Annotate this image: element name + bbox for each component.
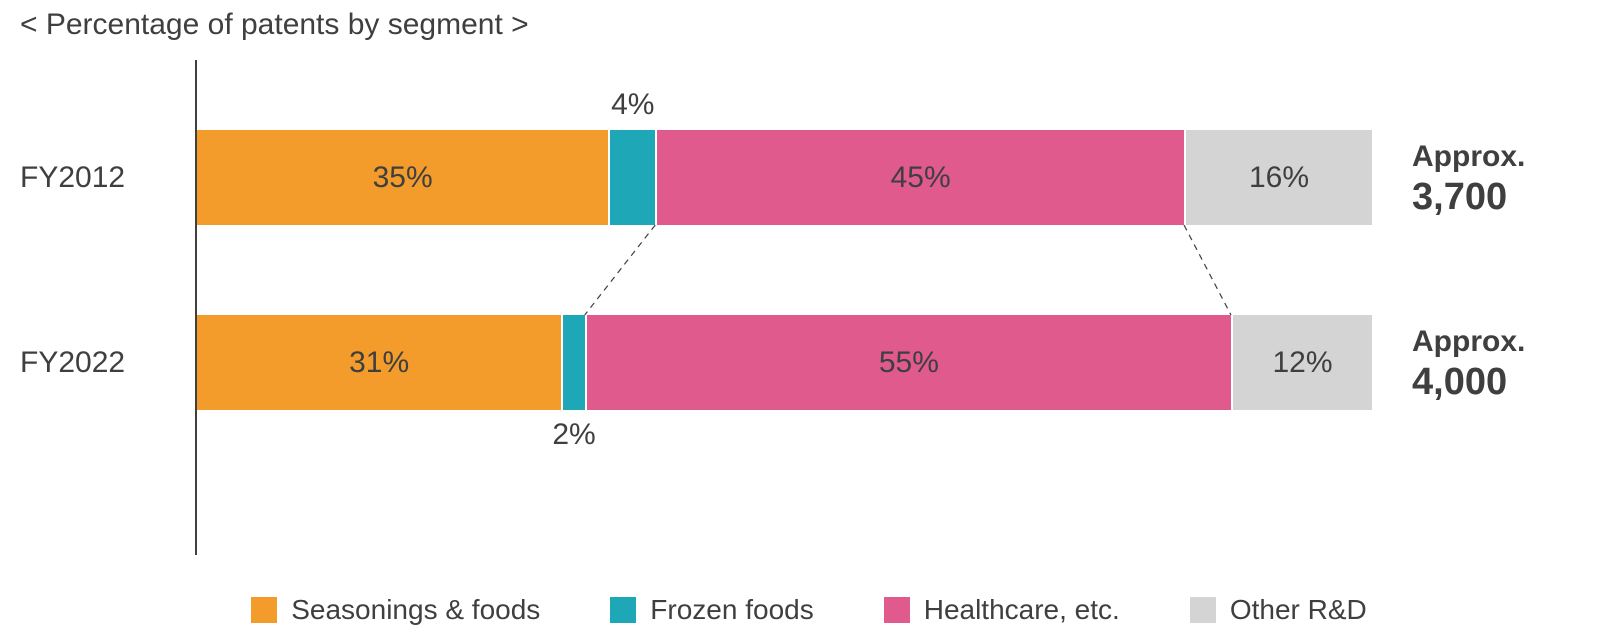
legend-item: Healthcare, etc. [884, 594, 1120, 626]
bar-row: FY2022 31% 2% 55% 12% Approx.4,000 [0, 315, 1618, 410]
chart-title: < Percentage of patents by segment > [20, 8, 529, 42]
bar-row: FY2012 35% 4% 45% 16% Approx.3,700 [0, 130, 1618, 225]
row-total: Approx.3,700 [1412, 139, 1525, 221]
segment-seasonings: 35% [197, 130, 608, 225]
legend-swatch [610, 597, 636, 623]
row-total-prefix: Approx. [1412, 324, 1525, 360]
legend-swatch [251, 597, 277, 623]
segment-healthcare: 45% [655, 130, 1184, 225]
segment-frozen: 4% [608, 130, 655, 225]
legend-label: Frozen foods [650, 594, 813, 626]
row-total: Approx.4,000 [1412, 324, 1525, 406]
segment-value: 12% [1272, 346, 1332, 380]
legend-item: Frozen foods [610, 594, 813, 626]
legend-swatch [884, 597, 910, 623]
row-label: FY2012 [0, 161, 180, 195]
legend-swatch [1190, 597, 1216, 623]
segment-value: 35% [373, 161, 433, 195]
segment-value: 55% [879, 346, 939, 380]
row-total-value: 3,700 [1412, 175, 1525, 221]
segment-other: 16% [1184, 130, 1372, 225]
stacked-bar: 35% 4% 45% 16% [197, 130, 1372, 225]
row-label: FY2022 [0, 346, 180, 380]
legend-label: Seasonings & foods [291, 594, 540, 626]
legend-item: Seasonings & foods [251, 594, 540, 626]
segment-healthcare: 55% [585, 315, 1231, 410]
segment-value: 16% [1249, 161, 1309, 195]
stacked-bar: 31% 2% 55% 12% [197, 315, 1372, 410]
segment-value-callout: 4% [611, 88, 654, 122]
legend-label: Healthcare, etc. [924, 594, 1120, 626]
segment-value: 45% [891, 161, 951, 195]
legend-item: Other R&D [1190, 594, 1367, 626]
row-total-value: 4,000 [1412, 360, 1525, 406]
segment-value-callout: 2% [552, 418, 595, 452]
row-total-prefix: Approx. [1412, 139, 1525, 175]
segment-frozen: 2% [561, 315, 585, 410]
segment-seasonings: 31% [197, 315, 561, 410]
legend: Seasonings & foods Frozen foods Healthcare… [0, 594, 1618, 626]
legend-label: Other R&D [1230, 594, 1367, 626]
segment-other: 12% [1231, 315, 1372, 410]
segment-value: 31% [349, 346, 409, 380]
